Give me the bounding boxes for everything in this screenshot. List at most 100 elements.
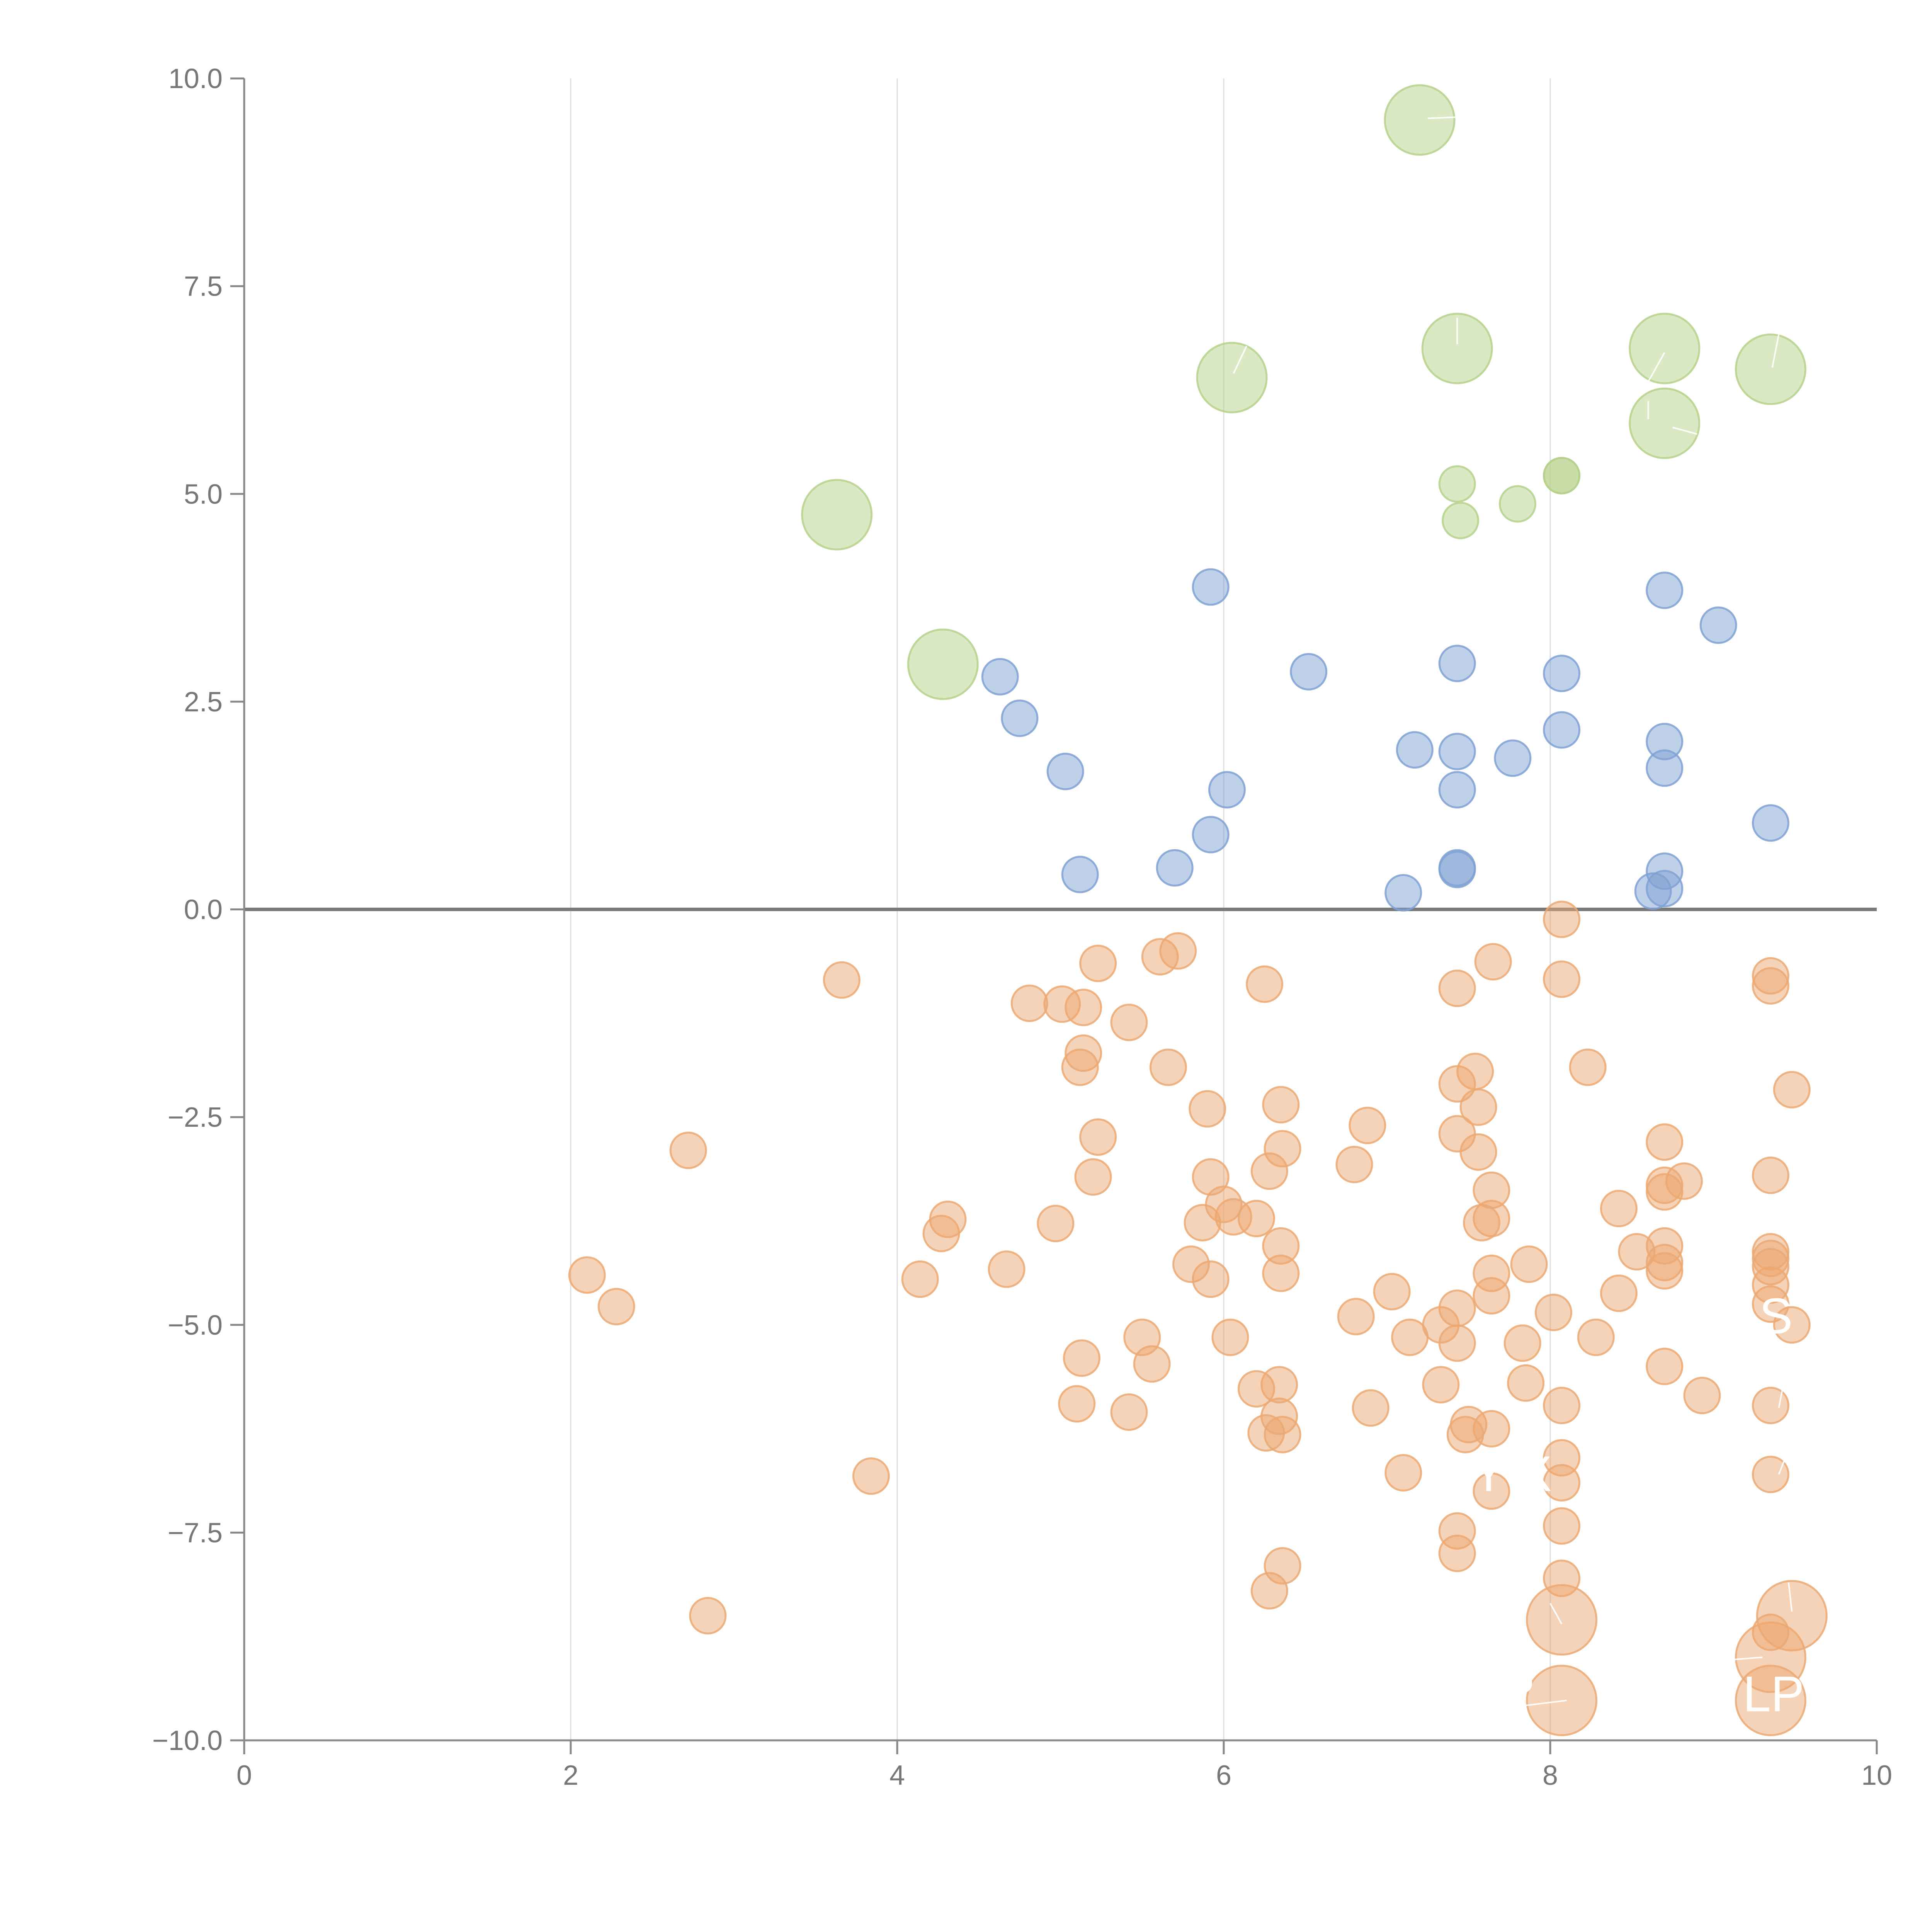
point-low-44 [1238, 1199, 1275, 1237]
point-medium-8 [1543, 711, 1581, 749]
point-low-34 [1074, 1158, 1112, 1196]
y-tick-label-6: 5.0 [184, 479, 223, 510]
point-low-74 [1534, 1293, 1572, 1331]
point-low-93 [1543, 1386, 1581, 1424]
point-low-32 [1335, 1146, 1373, 1184]
point-low-78 [1391, 1318, 1429, 1356]
label-connector-8 [1778, 1458, 1786, 1475]
point-high-6 [801, 479, 873, 551]
point-low-77 [1773, 1306, 1811, 1344]
point-medium-7 [1001, 699, 1039, 737]
label-connector-10 [1787, 1582, 1793, 1612]
point-medium-26 [1646, 870, 1684, 908]
point-high-1 [1196, 342, 1268, 413]
point-low-114 [1250, 1572, 1288, 1610]
point-high-12 [1543, 457, 1581, 495]
point-high-4 [1735, 333, 1806, 405]
point-low-117 [1526, 1584, 1598, 1656]
point-low-88 [1507, 1364, 1545, 1402]
point-low-69 [1600, 1274, 1638, 1312]
point-low-84 [1063, 1339, 1100, 1377]
point-low-109 [1543, 1507, 1581, 1545]
point-low-70 [1473, 1277, 1510, 1315]
point-low-87 [1422, 1366, 1460, 1404]
point-medium-5 [1438, 645, 1476, 682]
point-medium-4 [1290, 653, 1328, 690]
label-connector-1 [1233, 345, 1247, 374]
point-low-21 [1773, 1071, 1811, 1109]
point-medium-17 [1752, 804, 1789, 842]
point-low-115 [689, 1597, 727, 1634]
point-low-86 [1646, 1347, 1684, 1385]
point-low-101 [1264, 1416, 1301, 1454]
connector-layer [1233, 115, 1793, 1706]
point-high-5 [1629, 387, 1701, 459]
label-connector-7 [1778, 1374, 1786, 1408]
points-layer [568, 84, 1828, 1736]
point-low-5 [1246, 965, 1284, 1003]
point-low-20 [1438, 1065, 1476, 1103]
point-low-10 [1752, 967, 1789, 1005]
point-low-85 [1133, 1345, 1171, 1383]
point-high-8 [1438, 465, 1476, 503]
point-high-3 [1629, 313, 1701, 384]
point-low-62 [988, 1250, 1026, 1288]
point-low-7 [1474, 943, 1512, 981]
point-low-8 [1543, 960, 1581, 998]
point-low-96 [1110, 1393, 1148, 1431]
x-tick-label-5: 10 [1861, 1760, 1892, 1791]
y-tick-label-7: 7.5 [184, 271, 223, 302]
point-low-49 [1037, 1204, 1075, 1242]
annotation-label-1: Y X [1472, 1446, 1552, 1502]
point-low-83 [1503, 1324, 1541, 1362]
y-tick-label-2: −5.0 [168, 1310, 223, 1341]
point-low-108 [1473, 1472, 1510, 1510]
point-low-104 [852, 1457, 890, 1495]
point-low-16 [1061, 1048, 1099, 1086]
y-tick-label-4: 0.0 [184, 895, 223, 925]
point-low-105 [1384, 1454, 1422, 1492]
point-low-47 [1463, 1204, 1501, 1242]
label-connector-0 [1428, 115, 1488, 119]
label-connector-12 [1710, 1656, 1763, 1662]
x-tick-label-3: 6 [1216, 1760, 1231, 1791]
x-tick-label-2: 4 [889, 1760, 905, 1791]
point-medium-1 [1646, 571, 1684, 609]
point-low-18 [1569, 1048, 1607, 1086]
point-medium-16 [1438, 771, 1476, 809]
point-low-14 [1110, 1003, 1148, 1041]
point-low-13 [1065, 988, 1102, 1026]
point-low-92 [1058, 1385, 1096, 1423]
point-medium-13 [1646, 749, 1684, 787]
point-low-71 [597, 1287, 635, 1325]
point-low-29 [1646, 1123, 1684, 1161]
point-low-66 [1192, 1260, 1230, 1298]
point-medium-18 [1192, 816, 1230, 854]
annotation-label-3: P [1501, 1662, 1535, 1718]
point-low-57 [1510, 1245, 1548, 1283]
point-low-75 [1337, 1298, 1375, 1335]
x-tick-label-1: 2 [563, 1760, 578, 1791]
point-low-82 [1438, 1324, 1476, 1362]
point-low-107 [1543, 1464, 1581, 1502]
point-low-26 [669, 1131, 707, 1169]
point-medium-0 [1192, 568, 1230, 606]
point-high-9 [1442, 502, 1480, 539]
point-low-121 [1735, 1665, 1806, 1736]
point-low-0 [823, 961, 861, 999]
point-low-39 [1646, 1173, 1684, 1211]
label-connector-5 [1672, 427, 1697, 435]
point-low-31 [1459, 1133, 1497, 1171]
point-low-95 [1352, 1389, 1389, 1427]
y-tick-label-5: 2.5 [184, 687, 223, 718]
point-medium-6 [1543, 655, 1581, 692]
point-low-6 [1438, 969, 1476, 1007]
point-low-65 [901, 1260, 939, 1298]
point-low-23 [1189, 1090, 1226, 1128]
point-medium-24 [1384, 874, 1422, 912]
point-low-80 [1211, 1318, 1249, 1356]
point-low-42 [1600, 1190, 1638, 1228]
point-low-17 [1149, 1048, 1187, 1086]
